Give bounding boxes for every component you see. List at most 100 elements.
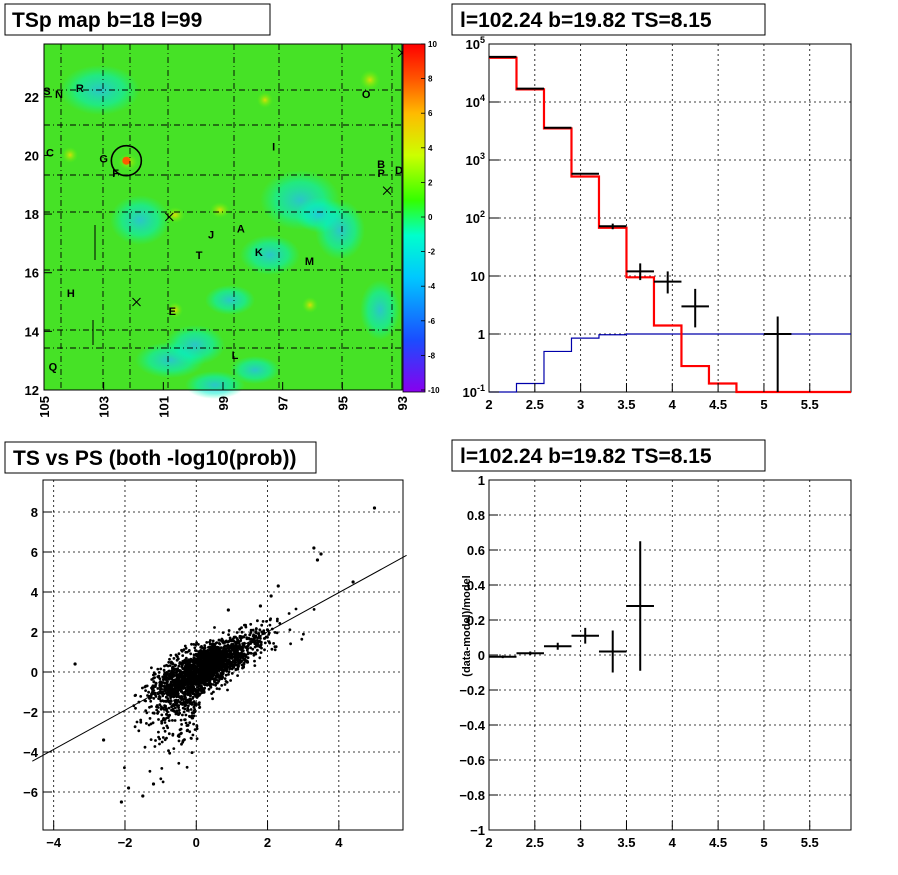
scatter-point: [192, 653, 196, 657]
scatter-point: [141, 794, 145, 798]
scatter-point: [158, 742, 161, 746]
scatter-point: [241, 663, 245, 667]
map-x-tick-label: 101: [156, 396, 171, 418]
scatter-point: [164, 708, 168, 711]
scatter-point: [159, 667, 163, 671]
spectrum-x-tick-label: 2.5: [526, 397, 544, 412]
scatter-point: [186, 678, 190, 682]
scatter-point: [214, 650, 217, 654]
scatter-point: [167, 749, 170, 753]
scatter-point: [288, 628, 292, 632]
map-x-tick-label: 103: [97, 396, 112, 418]
scatter-point: [246, 651, 250, 654]
scatter-title: TS vs PS (both -log10(prob)): [13, 447, 297, 470]
scatter-point: [229, 679, 233, 682]
scatter-point: [193, 646, 197, 650]
map-cold-region: [240, 235, 300, 275]
scatter-point: [186, 706, 190, 710]
scatter-x-tick-label: 2: [264, 835, 271, 850]
scatter-point: [180, 723, 184, 726]
scatter-point: [171, 732, 175, 736]
map-source-label: G: [99, 153, 108, 165]
scatter-point: [242, 654, 246, 657]
scatter-point: [164, 700, 168, 703]
residual-x-tick-label: 4: [669, 835, 677, 850]
scatter-point: [216, 673, 220, 676]
scatter-point: [156, 692, 160, 696]
scatter-point: [227, 673, 230, 676]
scatter-point: [260, 623, 264, 627]
scatter-point: [144, 689, 148, 692]
scatter-point: [157, 718, 160, 721]
scatter-point: [195, 666, 199, 670]
scatter-point: [253, 659, 256, 663]
scatter-point: [213, 679, 217, 682]
spectrum-data-point: [763, 316, 792, 392]
scatter-x-tick-label: −2: [118, 835, 133, 850]
scatter-point: [172, 709, 176, 713]
scatter-point: [262, 637, 266, 640]
scatter-point: [200, 662, 203, 666]
scatter-point: [300, 637, 304, 641]
scatter-point: [172, 657, 176, 660]
scatter-point: [236, 674, 240, 677]
scatter-point: [169, 695, 173, 699]
scatter-point: [189, 660, 193, 663]
scatter-point: [185, 765, 189, 769]
map-cross-marker: [164, 212, 174, 222]
scatter-point: [263, 648, 266, 652]
scatter-point: [194, 661, 197, 665]
scatter-point: [204, 678, 207, 682]
residual-data-point: [626, 541, 654, 671]
residual-y-tick-label: 0.8: [467, 508, 485, 523]
scatter-point: [226, 663, 230, 666]
scatter-point: [152, 689, 156, 692]
scatter-point: [160, 767, 164, 770]
scatter-point: [168, 751, 172, 755]
scatter-point: [216, 653, 220, 657]
scatter-point: [186, 681, 189, 684]
scatter-point: [230, 639, 234, 643]
scatter-point: [148, 705, 151, 709]
scatter-point: [183, 644, 187, 648]
scatter-point: [196, 686, 199, 689]
scatter-point: [273, 648, 277, 652]
scatter-point: [180, 681, 184, 685]
scatter-point: [143, 685, 147, 689]
scatter-point: [252, 633, 256, 637]
map-source-label: D: [395, 165, 403, 177]
map-hot-region: [210, 202, 230, 218]
scatter-point: [177, 673, 181, 676]
scatter-point: [208, 660, 211, 663]
map-peak-spot: [122, 156, 131, 165]
scatter-point: [165, 713, 168, 716]
map-source-label: Q: [49, 362, 58, 374]
residual-y-tick-label: 0.4: [467, 578, 486, 593]
scatter-point: [188, 730, 192, 734]
map-y-tick-label: 16: [25, 266, 39, 281]
scatter-point: [150, 666, 153, 670]
scatter-y-tick-label: −6: [23, 785, 38, 800]
spectrum-y-tick-label: 10: [471, 269, 485, 284]
scatter-point: [171, 679, 175, 682]
scatter-point: [170, 708, 173, 712]
scatter-point: [249, 651, 253, 655]
scatter-point: [143, 745, 147, 749]
tsmap-plot-area: S N R C GF I O BP D J A T K M H E L Q: [43, 43, 407, 399]
map-source-label: T: [196, 250, 203, 262]
scatter-point: [276, 617, 279, 621]
scatter-point: [163, 673, 166, 677]
scatter-point: [238, 658, 242, 662]
scatter-point: [187, 658, 191, 662]
scatter-point: [190, 667, 194, 671]
scatter-point: [170, 690, 173, 694]
scatter-point: [208, 669, 212, 673]
scatter-point: [246, 644, 250, 648]
scatter-point: [221, 661, 225, 665]
scatter-point: [180, 731, 183, 735]
scatter-point: [189, 736, 193, 740]
spectrum-data-point: [653, 271, 682, 294]
scatter-point: [180, 702, 183, 706]
scatter-point: [147, 690, 151, 694]
scatter-point: [165, 736, 168, 740]
